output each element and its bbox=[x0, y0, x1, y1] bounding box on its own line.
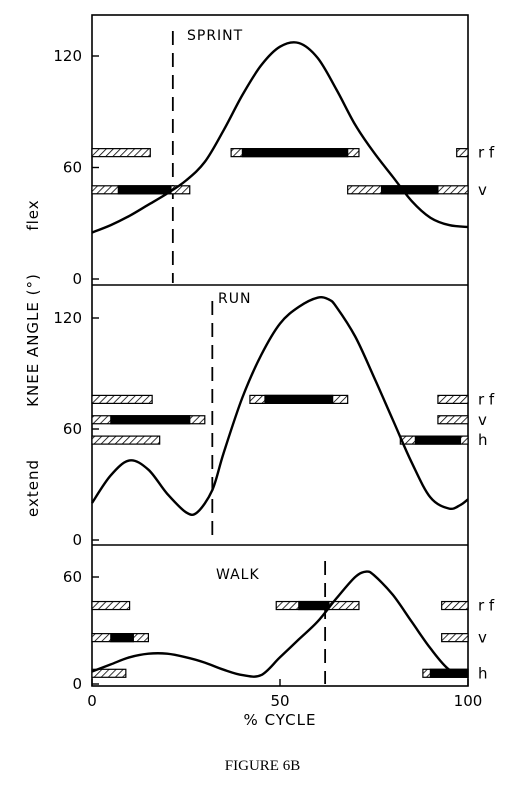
muscle-label-rf: r f bbox=[478, 390, 495, 408]
y-tick-label: 0 bbox=[72, 675, 82, 693]
y-tick-label: 60 bbox=[63, 420, 82, 438]
y-tick-label: 120 bbox=[53, 47, 82, 65]
emg-bar-active-v bbox=[117, 185, 172, 195]
emg-bar-active-rf bbox=[241, 148, 349, 158]
y-axis-extend-label: extend bbox=[24, 459, 42, 517]
y-tick-label: 0 bbox=[72, 270, 82, 288]
x-axis-title: % CYCLE bbox=[244, 711, 317, 729]
muscle-label-v: v bbox=[478, 629, 487, 647]
knee-angle-curve bbox=[91, 41, 469, 234]
panel-walk: WALK 0 60 r f vh bbox=[63, 561, 495, 693]
panel-title: SPRINT bbox=[187, 28, 243, 44]
emg-bar-rf bbox=[456, 148, 469, 158]
emg-bar-rf bbox=[437, 394, 469, 404]
emg-bar-active-rf bbox=[264, 394, 334, 404]
y-tick-label: 60 bbox=[63, 568, 82, 586]
y-tick-label: 120 bbox=[53, 309, 82, 327]
x-tick-label: 50 bbox=[270, 692, 289, 710]
panel-sprint: SPRINT 0 60 120 r f v bbox=[53, 28, 495, 288]
emg-bar-v bbox=[441, 633, 469, 643]
emg-bar-active-rf bbox=[298, 600, 330, 611]
muscle-label-rf: r f bbox=[478, 597, 495, 615]
y-axis-flex-label: flex bbox=[24, 199, 42, 230]
muscle-label-v: v bbox=[478, 411, 487, 429]
muscle-label-h: h bbox=[478, 664, 488, 682]
x-tick-label: 100 bbox=[454, 692, 483, 710]
x-tick-label: 0 bbox=[87, 692, 97, 710]
y-tick-label: 0 bbox=[72, 531, 82, 549]
panel-title: WALK bbox=[216, 567, 260, 583]
emg-bar-active-v bbox=[380, 185, 439, 195]
panel-run: RUN 0 60 120 r f vh bbox=[53, 291, 495, 549]
emg-bar-h bbox=[91, 435, 161, 445]
y-axis-title: KNEE ANGLE (°) bbox=[24, 273, 42, 407]
emg-bar-active-v bbox=[110, 633, 134, 643]
emg-bar-h bbox=[91, 668, 127, 678]
emg-bar-v bbox=[437, 415, 469, 425]
figure-caption: FIGURE 6B bbox=[224, 758, 301, 774]
panel-title: RUN bbox=[218, 291, 251, 307]
muscle-label-rf: r f bbox=[478, 144, 495, 162]
knee-angle-curve bbox=[91, 570, 469, 679]
muscle-label-v: v bbox=[478, 181, 487, 199]
knee-angle-curve bbox=[91, 296, 469, 517]
emg-bar-rf bbox=[441, 600, 469, 611]
emg-bar-rf bbox=[91, 600, 131, 611]
emg-bar-rf bbox=[91, 148, 151, 158]
emg-bar-rf bbox=[91, 394, 153, 404]
y-tick-label: 60 bbox=[63, 159, 82, 177]
x-axis-ticks: 0 50 100 bbox=[87, 679, 482, 710]
emg-bar-active-v bbox=[110, 415, 191, 425]
plot-frame bbox=[91, 14, 469, 687]
muscle-label-h: h bbox=[478, 431, 488, 449]
emg-bar-active-h bbox=[414, 435, 462, 445]
